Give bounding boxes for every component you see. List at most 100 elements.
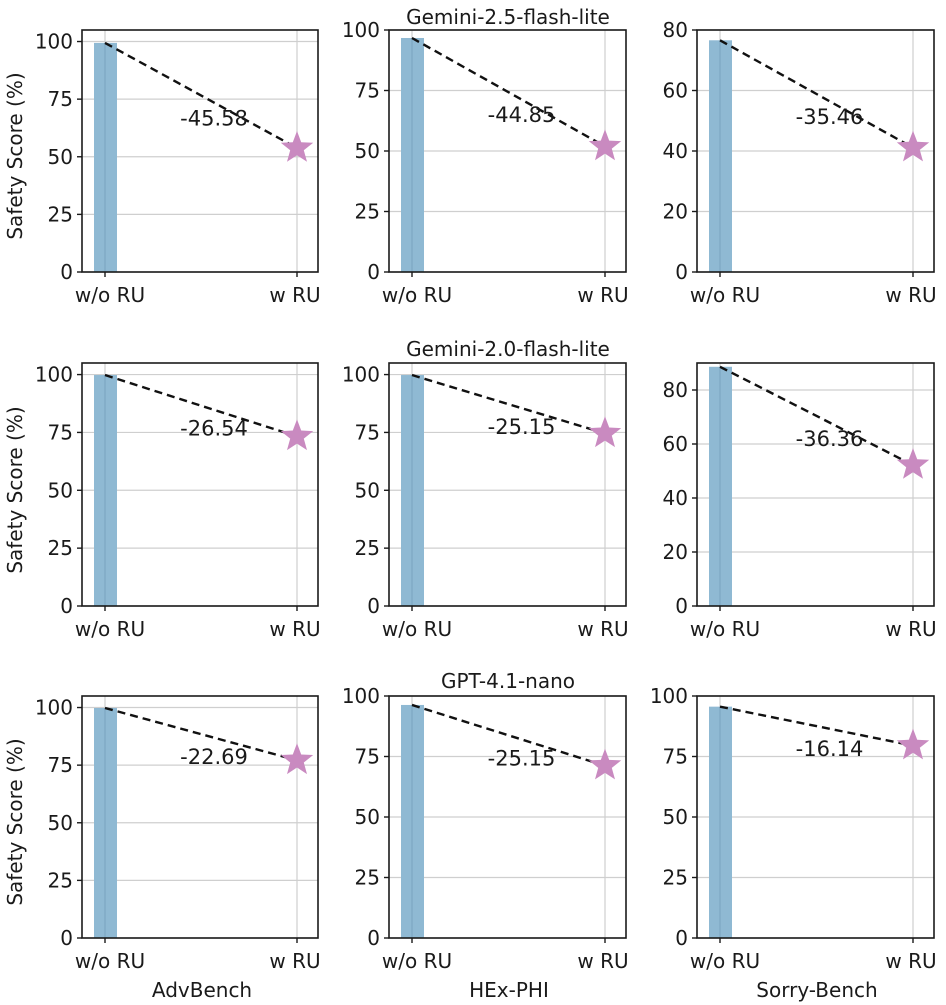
axes-frame: [388, 695, 627, 939]
delta-label: -25.15: [488, 415, 556, 439]
x-tick-label: w/o RU: [690, 949, 760, 973]
y-tick-label: 75: [355, 745, 380, 769]
change-connector-line: [411, 36, 606, 148]
y-tick-label: 75: [48, 87, 73, 111]
panel-r1-sorry-bench: 0 20 40 60 80 -35.46 w/o RU w RU: [663, 18, 937, 307]
panel-r3-advbench: 0 25 50 75 100 -22.69 w/o RU w RU: [35, 695, 321, 973]
x-tick-label: w/o RU: [690, 617, 760, 641]
star-marker-with-ru: [896, 448, 930, 479]
star-marker-with-ru: [896, 728, 930, 760]
star-marker-with-ru: [588, 748, 622, 780]
y-tick-label: 60: [663, 79, 688, 103]
star-marker-with-ru: [280, 419, 314, 451]
change-connector-line: [719, 39, 914, 149]
y-tick-label: 75: [48, 420, 73, 444]
axes-frame: [696, 695, 935, 939]
axes-frame: [696, 362, 935, 607]
x-tick-label: w/o RU: [75, 949, 145, 973]
change-connector-line: [411, 373, 606, 435]
y-tick-label: 20: [663, 540, 688, 564]
y-tick-label: 100: [342, 18, 380, 42]
y-axis-label-row-1: Safety Score (%): [3, 72, 27, 239]
y-tick-label: 80: [663, 18, 688, 42]
y-tick-label: 0: [60, 260, 73, 284]
y-tick-label: 50: [663, 805, 688, 829]
y-tick-label: 100: [35, 363, 73, 387]
star-marker-with-ru: [588, 129, 622, 161]
change-connector-line: [719, 705, 914, 747]
x-tick-label: w/o RU: [382, 283, 452, 307]
y-tick-label: 50: [355, 478, 380, 502]
axes-frame: [81, 695, 319, 939]
delta-label: -22.69: [180, 745, 248, 769]
axes-frame: [388, 29, 627, 273]
axes-frame: [81, 362, 319, 607]
x-tick-label: w RU: [577, 949, 628, 973]
axes-frame: [388, 362, 627, 607]
panel-r2-advbench: 0 25 50 75 100 -26.54 w/o RU w RU: [35, 362, 321, 641]
y-tick-label: 0: [367, 926, 380, 950]
y-tick-label: 25: [355, 866, 380, 890]
y-tick-label: 40: [663, 139, 688, 163]
delta-label: -26.54: [180, 417, 248, 441]
x-tick-label: w RU: [885, 283, 936, 307]
y-tick-label: 0: [675, 926, 688, 950]
y-tick-label: 20: [663, 200, 688, 224]
y-tick-label: 40: [663, 486, 688, 510]
row-title-2: Gemini-2.0-flash-lite: [406, 337, 610, 361]
y-tick-label: 0: [675, 594, 688, 618]
panel-r1-advbench: 0 25 50 75 100 -45.58 w/o RU w RU: [35, 29, 321, 307]
x-tick-label: w/o RU: [690, 283, 760, 307]
x-tick-label: w/o RU: [75, 283, 145, 307]
change-connector-line: [411, 703, 606, 767]
x-tick-label: w/o RU: [75, 617, 145, 641]
y-tick-label: 25: [663, 866, 688, 890]
x-tick-label: w/o RU: [382, 617, 452, 641]
y-tick-label: 50: [48, 478, 73, 502]
delta-label: -35.46: [796, 105, 864, 129]
star-marker-with-ru: [588, 416, 622, 448]
y-tick-label: 100: [342, 363, 380, 387]
y-axis-label-row-2: Safety Score (%): [3, 406, 27, 573]
x-tick-label: w RU: [269, 949, 320, 973]
delta-label: -16.14: [796, 737, 864, 761]
y-axis-label-row-3: Safety Score (%): [3, 738, 27, 905]
y-tick-label: 80: [663, 378, 688, 402]
y-tick-label: 75: [355, 420, 380, 444]
panel-r2-hex-phi: 0 25 50 75 100 -25.15 w/o RU w RU: [342, 362, 629, 641]
change-connector-line: [104, 706, 298, 762]
column-label-advbench: AdvBench: [152, 978, 252, 1002]
x-tick-label: w RU: [577, 283, 628, 307]
panel-r1-hex-phi: 0 25 50 75 100 -44.85 w/o RU w RU: [342, 18, 629, 307]
star-marker-with-ru: [280, 743, 314, 775]
y-tick-label: 25: [355, 536, 380, 560]
y-tick-label: 25: [48, 868, 73, 892]
x-tick-label: w/o RU: [382, 949, 452, 973]
delta-label: -45.58: [180, 106, 248, 130]
x-tick-label: w RU: [269, 283, 320, 307]
y-tick-label: 100: [35, 30, 73, 54]
x-tick-label: w RU: [885, 617, 936, 641]
y-tick-label: 100: [35, 696, 73, 720]
change-connector-line: [104, 41, 298, 150]
y-tick-label: 75: [355, 79, 380, 103]
x-tick-label: w RU: [885, 949, 936, 973]
y-tick-label: 50: [48, 811, 73, 835]
y-tick-label: 25: [48, 202, 73, 226]
y-tick-label: 25: [48, 536, 73, 560]
y-tick-label: 100: [650, 684, 688, 708]
panel-r3-sorry-bench: 0 25 50 75 100 -16.14 w/o RU w RU: [650, 684, 937, 973]
y-tick-label: 75: [663, 745, 688, 769]
y-tick-label: 0: [60, 926, 73, 950]
delta-label: -25.15: [488, 746, 556, 770]
y-tick-label: 50: [355, 139, 380, 163]
y-tick-label: 60: [663, 432, 688, 456]
y-tick-label: 0: [367, 260, 380, 284]
star-marker-with-ru: [896, 130, 930, 162]
change-connector-line: [104, 373, 298, 438]
x-tick-label: w RU: [577, 617, 628, 641]
row-title-1: Gemini-2.5-flash-lite: [406, 5, 610, 29]
axes-frame: [81, 29, 319, 273]
y-tick-label: 50: [355, 805, 380, 829]
